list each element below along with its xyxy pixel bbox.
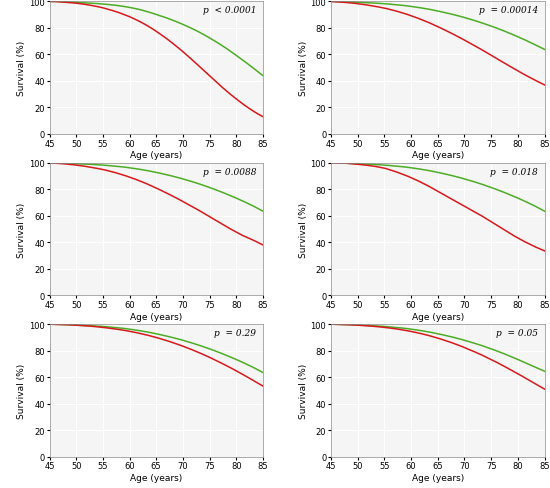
Text: p  < 0.0001: p < 0.0001 [203, 6, 256, 16]
X-axis label: Age (years): Age (years) [130, 473, 182, 482]
Text: p  = 0.0088: p = 0.0088 [203, 167, 256, 177]
Y-axis label: Survival (%): Survival (%) [17, 202, 26, 257]
Legend: No (n=716), Yes (n=140): No (n=716), Yes (n=140) [81, 336, 231, 360]
X-axis label: Age (years): Age (years) [412, 151, 464, 160]
Y-axis label: Survival (%): Survival (%) [299, 202, 308, 257]
X-axis label: Age (years): Age (years) [412, 473, 464, 482]
X-axis label: Age (years): Age (years) [130, 312, 182, 321]
Legend: No (n=520), Yes (n=337): No (n=520), Yes (n=337) [81, 175, 231, 199]
Text: p  = 0.00014: p = 0.00014 [479, 6, 538, 16]
X-axis label: Age (years): Age (years) [130, 151, 182, 160]
Y-axis label: Survival (%): Survival (%) [17, 363, 26, 418]
Text: p  = 0.018: p = 0.018 [491, 167, 538, 177]
Legend: No (n=787), Yes (n=62): No (n=787), Yes (n=62) [366, 336, 510, 360]
Legend: No (n=685), Yes (n=171): No (n=685), Yes (n=171) [363, 175, 513, 199]
Y-axis label: Survival (%): Survival (%) [299, 363, 308, 418]
Text: p  = 0.05: p = 0.05 [496, 328, 538, 338]
X-axis label: Age (years): Age (years) [412, 312, 464, 321]
Y-axis label: Survival (%): Survival (%) [17, 41, 26, 96]
Text: p  = 0.29: p = 0.29 [214, 328, 256, 338]
Y-axis label: Survival (%): Survival (%) [299, 41, 308, 96]
